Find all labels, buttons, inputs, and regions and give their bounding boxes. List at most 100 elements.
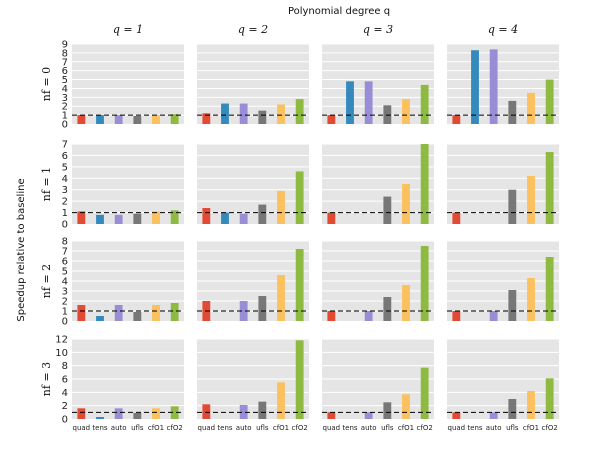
bar-cfO2	[545, 79, 554, 124]
bar-cfO1	[527, 278, 535, 321]
bar-ufls	[383, 196, 392, 224]
panel-background	[322, 144, 434, 224]
y-tick-label: 4	[62, 388, 68, 399]
bar-cfO2	[545, 152, 554, 224]
bar-ufls	[258, 401, 267, 419]
y-tick-label: 5	[62, 75, 68, 86]
bar-quad	[327, 311, 336, 321]
row-label: nf = 0	[40, 67, 53, 101]
panel	[197, 240, 309, 321]
y-tick-label: 0	[62, 220, 68, 231]
bar-tens	[96, 417, 104, 419]
bar-quad	[202, 113, 211, 124]
panel-background	[447, 144, 559, 224]
x-tick-label: quad	[323, 424, 341, 432]
y-tick-label: 1	[62, 111, 68, 122]
y-tick-label: 2	[62, 102, 68, 113]
x-tick-label: auto	[361, 424, 377, 432]
bar-ufls	[508, 399, 517, 419]
y-tick-label: 1	[62, 208, 68, 219]
bar-cfO2	[170, 114, 179, 124]
x-tick-label: cfO2	[292, 424, 308, 432]
bar-auto	[114, 305, 123, 321]
x-tick-label: auto	[236, 424, 252, 432]
panel	[322, 43, 434, 124]
panel-background	[197, 144, 309, 224]
bar-auto	[239, 301, 248, 321]
bar-ufls	[508, 100, 517, 124]
bar-tens	[221, 212, 229, 224]
y-tick-label: 3	[62, 93, 68, 104]
column-title: q = 3	[363, 23, 393, 36]
y-tick-label: 3	[62, 185, 68, 196]
y-tick-label: 6	[62, 375, 68, 386]
panel	[72, 43, 184, 124]
x-tick-label: tens	[467, 424, 482, 432]
bar-ufls	[508, 189, 517, 224]
bar-cfO2	[420, 144, 429, 224]
bar-cfO1	[527, 391, 535, 419]
y-tick-label: 4	[62, 84, 68, 95]
bar-cfO2	[295, 249, 304, 321]
bar-cfO1	[277, 275, 285, 321]
panel	[322, 338, 434, 419]
x-tick-label: cfO1	[523, 424, 539, 432]
bar-auto	[114, 214, 123, 224]
bar-cfO2	[420, 367, 429, 419]
bar-auto	[239, 405, 248, 419]
x-tick-label: quad	[73, 424, 91, 432]
bar-quad	[327, 212, 336, 224]
bar-cfO2	[545, 378, 554, 419]
y-tick-label: 12	[55, 335, 68, 346]
y-tick-label: 4	[62, 174, 68, 185]
bar-cfO1	[402, 99, 410, 124]
bar-quad	[202, 208, 211, 224]
bar-quad	[202, 404, 211, 419]
panel	[197, 143, 309, 224]
bar-quad	[327, 115, 336, 124]
y-tick-label: 10	[55, 348, 68, 359]
bar-cfO2	[170, 406, 179, 419]
bar-quad	[452, 311, 461, 321]
x-tick-label: tens	[342, 424, 357, 432]
row-label: nf = 3	[40, 362, 53, 396]
panel	[447, 143, 559, 224]
bar-quad	[77, 305, 86, 321]
bar-tens	[346, 81, 354, 124]
bar-cfO2	[545, 257, 554, 321]
panel	[72, 240, 184, 321]
y-tick-label: 3	[62, 287, 68, 298]
bar-cfO1	[402, 285, 410, 321]
y-tick-label: 6	[62, 66, 68, 77]
x-tick-label: auto	[486, 424, 502, 432]
y-tick-label: 5	[62, 162, 68, 173]
x-tick-label: cfO2	[167, 424, 183, 432]
bar-ufls	[133, 312, 142, 321]
bar-auto	[489, 412, 498, 419]
panel	[447, 43, 559, 125]
bar-quad	[452, 212, 461, 224]
y-tick-label: 0	[62, 415, 68, 426]
y-tick-label: 7	[62, 57, 68, 68]
bar-cfO2	[295, 99, 304, 124]
x-tick-label: cfO1	[148, 424, 164, 432]
figure-suptitle: Polynomial degree q	[288, 6, 390, 17]
bar-tens	[471, 50, 479, 124]
bar-auto	[364, 412, 373, 419]
bar-cfO2	[420, 84, 429, 124]
x-tick-label: auto	[111, 424, 127, 432]
bar-ufls	[383, 297, 392, 321]
bar-quad	[452, 115, 461, 124]
bar-ufls	[258, 204, 267, 224]
y-tick-label: 8	[62, 237, 68, 248]
y-tick-label: 9	[62, 40, 68, 51]
bar-cfO1	[277, 190, 285, 224]
panel	[322, 143, 434, 224]
x-tick-label: cfO1	[273, 424, 289, 432]
column-title: q = 2	[238, 23, 268, 36]
panel	[197, 43, 309, 124]
x-tick-label: tens	[92, 424, 107, 432]
bar-quad	[77, 408, 86, 419]
y-tick-label: 2	[62, 197, 68, 208]
